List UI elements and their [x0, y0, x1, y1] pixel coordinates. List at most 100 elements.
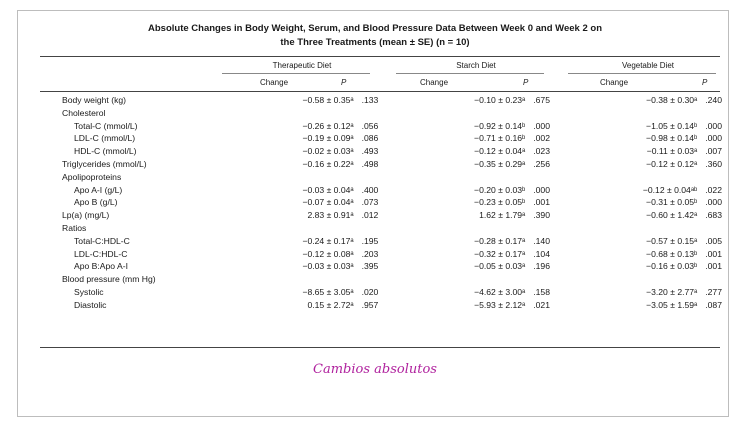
row-label: Apo B (g/L)	[74, 197, 118, 208]
table-row: Apo A-I (g/L) −0.03 ± 0.04ᵃ .400 −0.20 ± 0.…	[40, 184, 750, 197]
therapeutic-change: −0.03 ± 0.04ᵃ	[302, 184, 354, 195]
starch-p	[525, 107, 578, 120]
starch-change: −5.93 ± 2.12ᵃ	[474, 299, 526, 310]
table-row: HDL-C (mmol/L) −0.02 ± 0.03ᵃ .493 −0.12 ± 0…	[40, 145, 750, 158]
therapeutic-change: −0.19 ± 0.09ᵃ	[302, 133, 354, 144]
therapeutic-change: −0.12 ± 0.08ᵃ	[302, 248, 354, 259]
therapeutic-change: −0.24 ± 0.17ᵃ	[302, 235, 354, 246]
table-title-line1: Absolute Changes in Body Weight, Serum, …	[148, 23, 602, 34]
group-header-starch: Starch Diet	[456, 61, 496, 70]
data-table: Body weight (kg) −0.58 ± 0.35ᵃ .133 −0.10 ±…	[40, 94, 750, 312]
starch-p	[525, 171, 578, 184]
group-rule-starch	[396, 73, 544, 74]
table-row: Body weight (kg) −0.58 ± 0.35ᵃ .133 −0.10 ±…	[40, 94, 750, 107]
vegetable-p: .683	[705, 210, 722, 221]
vegetable-p: .001	[705, 248, 722, 259]
table-title-line2: the Three Treatments (mean ± SE) (n = 10…	[280, 37, 470, 48]
row-label: Apo A-I (g/L)	[74, 184, 123, 195]
therapeutic-change: −0.58 ± 0.35ᵃ	[302, 95, 354, 105]
row-label: LDL-C:HDL-C	[74, 248, 128, 259]
table-row: Diastolic 0.15 ± 2.72ᵃ .957 −5.93 ± 2.12ᵃ .0…	[40, 299, 750, 312]
starch-change: −4.62 ± 3.00ᵃ	[474, 286, 526, 297]
row-label: Total-C (mmol/L)	[74, 120, 138, 131]
starch-change: −0.92 ± 0.14ᵇ	[474, 120, 526, 131]
vegetable-p	[697, 222, 750, 235]
table-row: LDL-C (mmol/L) −0.19 ± 0.09ᵃ .086 −0.71 ± 0…	[40, 132, 750, 145]
table-row: Apolipoproteins	[40, 171, 750, 184]
row-label: Cholesterol	[62, 107, 106, 118]
therapeutic-p: .012	[361, 210, 379, 221]
vegetable-p: .000	[705, 120, 722, 131]
therapeutic-change	[235, 273, 354, 286]
starch-p: .021	[533, 299, 550, 310]
starch-change: −0.28 ± 0.17ᵃ	[474, 235, 526, 246]
vegetable-p: .005	[705, 235, 722, 246]
table-row: Triglycerides (mmol/L) −0.16 ± 0.22ᵃ .498 −…	[40, 158, 750, 171]
figure-caption: Cambios absolutos	[313, 362, 437, 377]
bottom-rule	[40, 347, 720, 348]
table-row: Systolic −8.65 ± 3.05ᵃ .020 −4.62 ± 3.00ᵃ .1…	[40, 286, 750, 299]
table-row: Total-C (mmol/L) −0.26 ± 0.12ᵃ .056 −0.92 ±…	[40, 120, 750, 133]
table-row: Total-C:HDL-C −0.24 ± 0.17ᵃ .195 −0.28 ± 0.…	[40, 235, 750, 248]
top-rule	[40, 56, 720, 57]
therapeutic-change: −0.16 ± 0.22ᵃ	[302, 158, 354, 169]
therapeutic-p	[354, 273, 407, 286]
group-header-therapeutic: Therapeutic Diet	[272, 61, 332, 70]
group-header-vegetable: Vegetable Diet	[621, 61, 675, 70]
vegetable-change: −1.05 ± 0.14ᵇ	[646, 120, 698, 131]
row-label: Triglycerides (mmol/L)	[62, 158, 147, 169]
table-row: Apo B (g/L) −0.07 ± 0.04ᵃ .073 −0.23 ± 0.05…	[40, 196, 750, 209]
table-row: LDL-C:HDL-C −0.12 ± 0.08ᵃ .203 −0.32 ± 0.17…	[40, 248, 750, 261]
subheader-change-2: Change	[420, 78, 449, 87]
therapeutic-change: 2.83 ± 0.91ᵃ	[307, 210, 354, 221]
therapeutic-p: .957	[361, 299, 379, 310]
row-label: Blood pressure (mm Hg)	[62, 274, 156, 285]
vegetable-change	[578, 222, 697, 235]
vegetable-change: −0.12 ± 0.12ᵃ	[646, 158, 698, 169]
therapeutic-p: .493	[361, 146, 379, 157]
vegetable-p: .007	[705, 146, 722, 157]
starch-p: .002	[533, 133, 550, 144]
starch-change	[406, 273, 525, 286]
starch-p: .104	[533, 248, 550, 259]
therapeutic-change	[235, 107, 354, 120]
table-row: Blood pressure (mm Hg)	[40, 273, 750, 286]
vegetable-change	[578, 273, 697, 286]
vegetable-change: −0.68 ± 0.13ᵇ	[646, 248, 698, 259]
group-rule-therapeutic	[222, 73, 370, 74]
subheader-change-1: Change	[260, 78, 289, 87]
therapeutic-p: .203	[361, 248, 379, 259]
therapeutic-change: −0.07 ± 0.04ᵃ	[302, 197, 354, 208]
vegetable-p: .087	[705, 299, 722, 310]
vegetable-p: .240	[705, 95, 722, 105]
therapeutic-p: .133	[361, 95, 379, 105]
row-label: LDL-C (mmol/L)	[74, 133, 136, 144]
subheader-p-3: P	[702, 78, 708, 87]
table-row: Apo B:Apo A-I −0.03 ± 0.03ᵃ .395 −0.05 ± 0.…	[40, 260, 750, 273]
starch-change: −0.12 ± 0.04ᵃ	[474, 146, 526, 157]
starch-p: .001	[533, 197, 550, 208]
vegetable-p: .277	[705, 286, 722, 297]
table-row: Ratios	[40, 222, 750, 235]
vegetable-change: −3.05 ± 1.59ᵃ	[646, 299, 698, 310]
therapeutic-change: −0.26 ± 0.12ᵃ	[302, 120, 354, 131]
vegetable-p	[697, 273, 750, 286]
starch-change: −0.20 ± 0.03ᵇ	[474, 184, 526, 195]
row-label: Total-C:HDL-C	[74, 235, 130, 246]
starch-p: .675	[533, 95, 550, 105]
vegetable-change: −0.11 ± 0.03ᵃ	[646, 146, 698, 157]
therapeutic-p	[354, 222, 407, 235]
starch-change: −0.71 ± 0.16ᵇ	[474, 133, 526, 144]
vegetable-p	[697, 171, 750, 184]
starch-p: .000	[533, 184, 550, 195]
starch-change: −0.35 ± 0.29ᵃ	[474, 158, 526, 169]
therapeutic-p: .195	[361, 235, 379, 246]
therapeutic-p: .086	[361, 133, 379, 144]
table-row: Lp(a) (mg/L) 2.83 ± 0.91ᵃ .012 1.62 ± 1.79ᵃ…	[40, 209, 750, 222]
vegetable-change	[578, 107, 697, 120]
therapeutic-p: .498	[361, 158, 379, 169]
starch-p	[525, 273, 578, 286]
subheader-p-1: P	[341, 78, 347, 87]
therapeutic-p	[354, 171, 407, 184]
vegetable-p: .001	[705, 261, 722, 272]
